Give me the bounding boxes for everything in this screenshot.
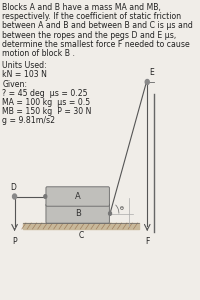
Text: Given:: Given: [2,80,27,88]
Text: determine the smallest force F needed to cause: determine the smallest force F needed to… [2,40,190,49]
Text: E: E [149,68,154,77]
Text: θ: θ [119,206,123,211]
Text: F: F [145,237,149,246]
Circle shape [13,194,17,199]
Circle shape [44,195,47,198]
Text: g = 9.81m/s2: g = 9.81m/s2 [2,116,55,125]
Text: motion of block B .: motion of block B . [2,49,75,58]
Circle shape [109,212,111,215]
Text: A: A [75,192,81,201]
Text: MB = 150 kg  P = 30 N: MB = 150 kg P = 30 N [2,107,92,116]
Text: Blocks A and B have a mass MA and MB,: Blocks A and B have a mass MA and MB, [2,3,161,12]
Text: C: C [78,231,84,240]
Text: D: D [10,182,16,191]
Text: P: P [12,237,17,246]
Circle shape [145,80,149,85]
Text: kN = 103 N: kN = 103 N [2,70,47,80]
Text: B: B [75,209,81,218]
Text: between the ropes and the pegs D and E μs,: between the ropes and the pegs D and E μ… [2,31,177,40]
Text: Units Used:: Units Used: [2,61,47,70]
Text: between A and B and between B and C is μs and: between A and B and between B and C is μ… [2,21,193,30]
FancyBboxPatch shape [46,204,109,223]
Text: ? = 45 deg  μs = 0.25: ? = 45 deg μs = 0.25 [2,89,88,98]
FancyBboxPatch shape [46,187,109,206]
Text: respectively. If the coefficient of static friction: respectively. If the coefficient of stat… [2,12,182,21]
Text: MA = 100 kg  μs = 0.5: MA = 100 kg μs = 0.5 [2,98,91,107]
